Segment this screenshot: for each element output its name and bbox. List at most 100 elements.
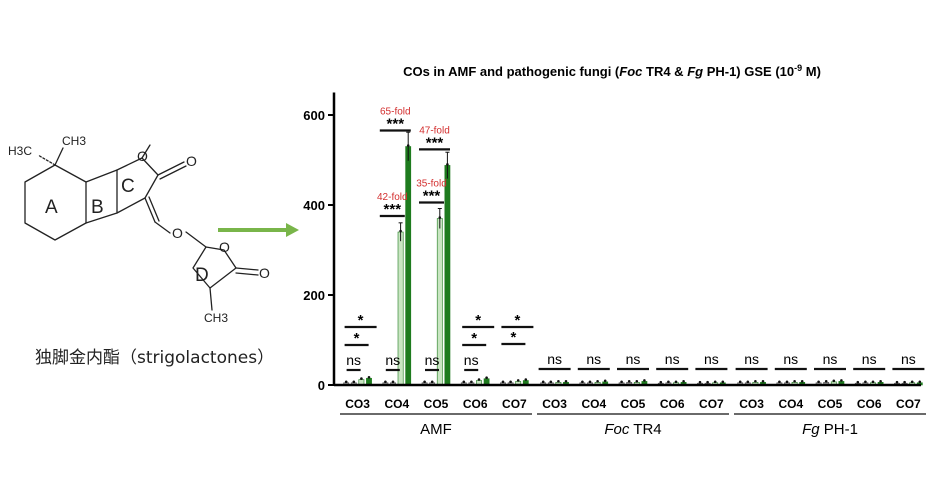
title-part: TR4 & xyxy=(642,64,687,79)
significance-ns-label: ns xyxy=(744,351,759,367)
data-point xyxy=(501,380,505,384)
significance-ns-label: ns xyxy=(783,351,798,367)
fold-change-label: 42-fold xyxy=(377,192,408,203)
data-point xyxy=(360,377,363,380)
data-point xyxy=(406,144,410,147)
data-point xyxy=(871,380,875,384)
data-point xyxy=(352,380,356,384)
significance-star-label: * xyxy=(358,312,364,329)
oxygen-ring-d: O xyxy=(219,239,230,255)
data-point xyxy=(793,380,796,383)
bar xyxy=(405,146,412,386)
significance-star-label: *** xyxy=(426,134,444,151)
data-point xyxy=(367,375,371,379)
oxygen-carbonyl-c: O xyxy=(186,153,197,169)
significance-star-label: * xyxy=(514,312,520,329)
data-point xyxy=(856,380,860,384)
data-point xyxy=(785,380,789,384)
data-point xyxy=(620,380,623,384)
chart-title: COs in AMF and pathogenic fungi (Foc TR4… xyxy=(403,63,821,79)
methyl-bottom-label: CH3 xyxy=(204,311,228,325)
significance-ns-label: ns xyxy=(823,351,838,367)
data-point xyxy=(659,380,663,384)
y-tick-label: 600 xyxy=(303,108,325,123)
data-point xyxy=(596,380,599,383)
data-point xyxy=(706,380,709,384)
significance-star-label: * xyxy=(471,330,477,347)
significance-ns-label: ns xyxy=(862,351,877,367)
ring-label-b: B xyxy=(91,197,104,218)
ring-label-d: D xyxy=(195,265,209,286)
data-point xyxy=(721,380,725,384)
data-point xyxy=(391,380,395,384)
data-point xyxy=(603,379,607,383)
data-point xyxy=(778,380,781,384)
methyl-left-label: H3C xyxy=(8,144,32,158)
data-point xyxy=(643,379,646,382)
ring-b-bonds xyxy=(85,169,118,224)
significance-ns-label: ns xyxy=(901,351,916,367)
group-label-part: Fg xyxy=(802,421,820,438)
group-label: AMF xyxy=(420,421,452,438)
data-point xyxy=(430,380,434,384)
data-point xyxy=(667,380,670,384)
data-point xyxy=(832,379,836,383)
significance-star-label: * xyxy=(510,329,516,346)
data-point xyxy=(524,378,528,381)
data-point xyxy=(864,380,867,384)
y-tick-label: 200 xyxy=(303,288,325,303)
data-point xyxy=(879,380,882,383)
x-tick-label: CO5 xyxy=(818,397,843,411)
ring-d-bonds xyxy=(192,246,237,289)
y-tick-label: 400 xyxy=(303,198,325,213)
data-point xyxy=(446,163,449,166)
bars xyxy=(343,131,923,386)
ring-label-a: A xyxy=(45,197,58,218)
x-tick-label: CO7 xyxy=(896,397,921,411)
oxygen-ring-c: O xyxy=(137,148,148,164)
x-tick-label: CO5 xyxy=(621,397,646,411)
group-label: Foc TR4 xyxy=(604,421,661,438)
x-tick-label: CO4 xyxy=(384,397,409,411)
title-part: COs in AMF and pathogenic fungi ( xyxy=(403,64,620,79)
data-point xyxy=(635,380,639,383)
data-point xyxy=(581,380,584,384)
significance-ns-label: ns xyxy=(586,351,601,367)
x-tick-label: CO4 xyxy=(778,397,803,411)
data-point xyxy=(485,376,488,380)
data-point xyxy=(713,380,717,384)
data-point xyxy=(903,380,906,384)
x-tick-label: CO4 xyxy=(581,397,606,411)
fold-change-label: 65-fold xyxy=(380,107,411,118)
x-axis: CO3 CO4 CO5 CO6 CO7 AMF CO3 CO4 CO5 CO6 CO7 Foc TR4… xyxy=(334,383,926,438)
group-label-part: Foc xyxy=(604,421,630,438)
data-point xyxy=(438,216,442,219)
data-point xyxy=(746,380,750,384)
group-label-part: AMF xyxy=(420,421,452,438)
group-label-part: PH-1 xyxy=(820,421,858,438)
data-point xyxy=(564,380,568,383)
significance-star-label: * xyxy=(354,330,360,347)
title-superscript: -9 xyxy=(794,63,802,73)
data-point xyxy=(682,380,685,383)
data-point xyxy=(800,380,804,383)
significance-ns-label: ns xyxy=(385,352,400,368)
structure-labels: CH3 H3C CH3 O O O O O A B C D 独脚金内酯（stri… xyxy=(8,134,274,368)
data-point xyxy=(423,380,426,384)
x-tick-label: CO7 xyxy=(502,397,527,411)
x-tick-label: CO3 xyxy=(542,397,567,411)
data-point xyxy=(754,380,757,383)
significance-marks: ns**ns***42-fold***65-foldns***35-fold**… xyxy=(344,107,925,372)
x-tick-label: CO3 xyxy=(345,397,370,411)
data-point xyxy=(541,380,545,384)
data-point xyxy=(817,380,820,384)
significance-ns-label: ns xyxy=(425,352,440,368)
data-point xyxy=(477,378,481,381)
title-part: Foc xyxy=(619,64,643,79)
data-point xyxy=(516,379,520,382)
methyl-top-label: CH3 xyxy=(62,134,86,148)
significance-ns-label: ns xyxy=(346,352,361,368)
x-tick-label: CO6 xyxy=(463,397,488,411)
data-point xyxy=(918,380,922,384)
